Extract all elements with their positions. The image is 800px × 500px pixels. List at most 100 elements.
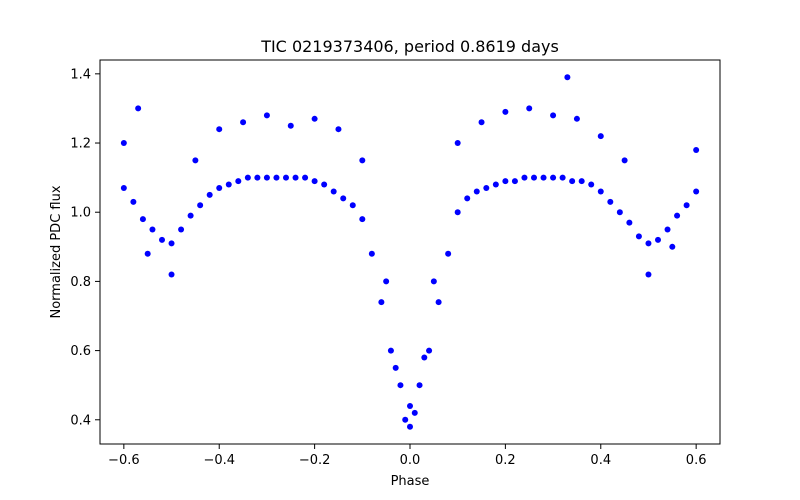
data-point — [335, 126, 342, 133]
data-point — [187, 212, 194, 219]
data-point — [683, 202, 690, 209]
data-point — [483, 185, 490, 191]
y-tick-label: 0.4 — [70, 413, 91, 428]
data-point — [621, 157, 628, 164]
data-point — [149, 226, 156, 233]
data-point — [430, 278, 437, 285]
data-point — [168, 240, 175, 247]
data-point — [311, 115, 318, 122]
x-axis: −0.6 −0.4 −0.2 0.0 0.2 0.4 0.6 — [108, 444, 706, 468]
data-point — [383, 278, 390, 285]
y-tick-label: 0.8 — [70, 275, 91, 290]
data-point — [349, 202, 356, 209]
data-point — [302, 174, 309, 181]
data-point — [130, 198, 137, 205]
data-point — [435, 299, 442, 306]
x-tick-label: 0.6 — [686, 453, 707, 468]
data-point — [502, 108, 509, 115]
y-axis-label: Normalized PDC flux — [49, 185, 64, 318]
data-point — [178, 226, 185, 233]
data-point — [597, 133, 604, 140]
x-tick-label: −0.4 — [203, 453, 235, 468]
data-point — [426, 347, 433, 354]
data-point — [664, 226, 671, 233]
data-point — [240, 119, 247, 126]
data-point — [445, 250, 452, 257]
data-point — [531, 174, 537, 181]
data-point — [597, 188, 604, 195]
data-point — [559, 174, 566, 181]
data-point — [263, 112, 270, 119]
data-point — [392, 364, 399, 371]
data-point — [635, 233, 642, 240]
data-point — [492, 181, 499, 188]
data-point — [416, 382, 423, 389]
data-point — [159, 236, 165, 243]
y-tick-label: 0.6 — [70, 344, 91, 359]
data-point — [321, 181, 328, 188]
data-points — [120, 74, 700, 430]
data-point — [254, 174, 261, 181]
data-point — [645, 240, 652, 247]
data-point — [693, 146, 700, 153]
data-point — [693, 188, 700, 195]
data-point — [521, 174, 528, 181]
data-point — [578, 178, 585, 185]
data-point — [607, 198, 614, 205]
data-point — [263, 174, 270, 181]
data-point — [168, 271, 175, 278]
data-point — [407, 423, 413, 430]
x-tick-label: 0.4 — [590, 453, 611, 468]
y-axis: 0.4 0.6 0.8 1.0 1.2 1.4 — [70, 67, 100, 428]
data-point — [216, 185, 223, 191]
data-point — [526, 105, 533, 112]
y-tick-label: 1.0 — [70, 206, 91, 221]
data-point — [564, 74, 571, 81]
data-point — [206, 191, 213, 198]
data-point — [359, 157, 366, 164]
data-point — [454, 140, 461, 147]
data-point — [540, 174, 547, 181]
data-point — [340, 195, 347, 202]
data-point — [192, 157, 199, 164]
data-point — [674, 212, 681, 219]
y-tick-label: 1.2 — [70, 137, 91, 152]
data-point — [378, 299, 385, 306]
data-point — [411, 409, 418, 416]
data-point — [669, 243, 676, 250]
x-tick-label: 0.0 — [400, 453, 421, 468]
data-point — [407, 402, 413, 409]
data-point — [464, 195, 471, 202]
x-axis-label: Phase — [391, 474, 430, 489]
data-point — [626, 219, 633, 226]
data-point — [502, 178, 509, 185]
data-point — [421, 354, 428, 361]
data-point — [235, 178, 242, 185]
data-point — [120, 185, 127, 191]
data-point — [225, 181, 232, 188]
data-point — [478, 119, 485, 126]
chart-title: TIC 0219373406, period 0.8619 days — [260, 37, 559, 56]
data-point — [330, 188, 337, 195]
data-point — [292, 174, 299, 181]
data-point — [511, 178, 518, 185]
data-point — [655, 236, 661, 243]
data-point — [588, 181, 595, 188]
data-point — [387, 347, 394, 354]
data-point — [550, 174, 557, 181]
x-tick-label: 0.2 — [495, 453, 516, 468]
data-point — [244, 174, 251, 181]
data-point — [402, 416, 409, 423]
data-point — [368, 250, 375, 257]
data-point — [550, 112, 557, 119]
data-point — [397, 382, 404, 389]
data-point — [120, 140, 127, 147]
data-point — [454, 209, 461, 216]
data-point — [283, 174, 289, 181]
data-point — [287, 122, 294, 129]
data-point — [144, 250, 151, 257]
data-point — [573, 115, 580, 122]
data-point — [139, 216, 146, 223]
data-point — [473, 188, 480, 195]
